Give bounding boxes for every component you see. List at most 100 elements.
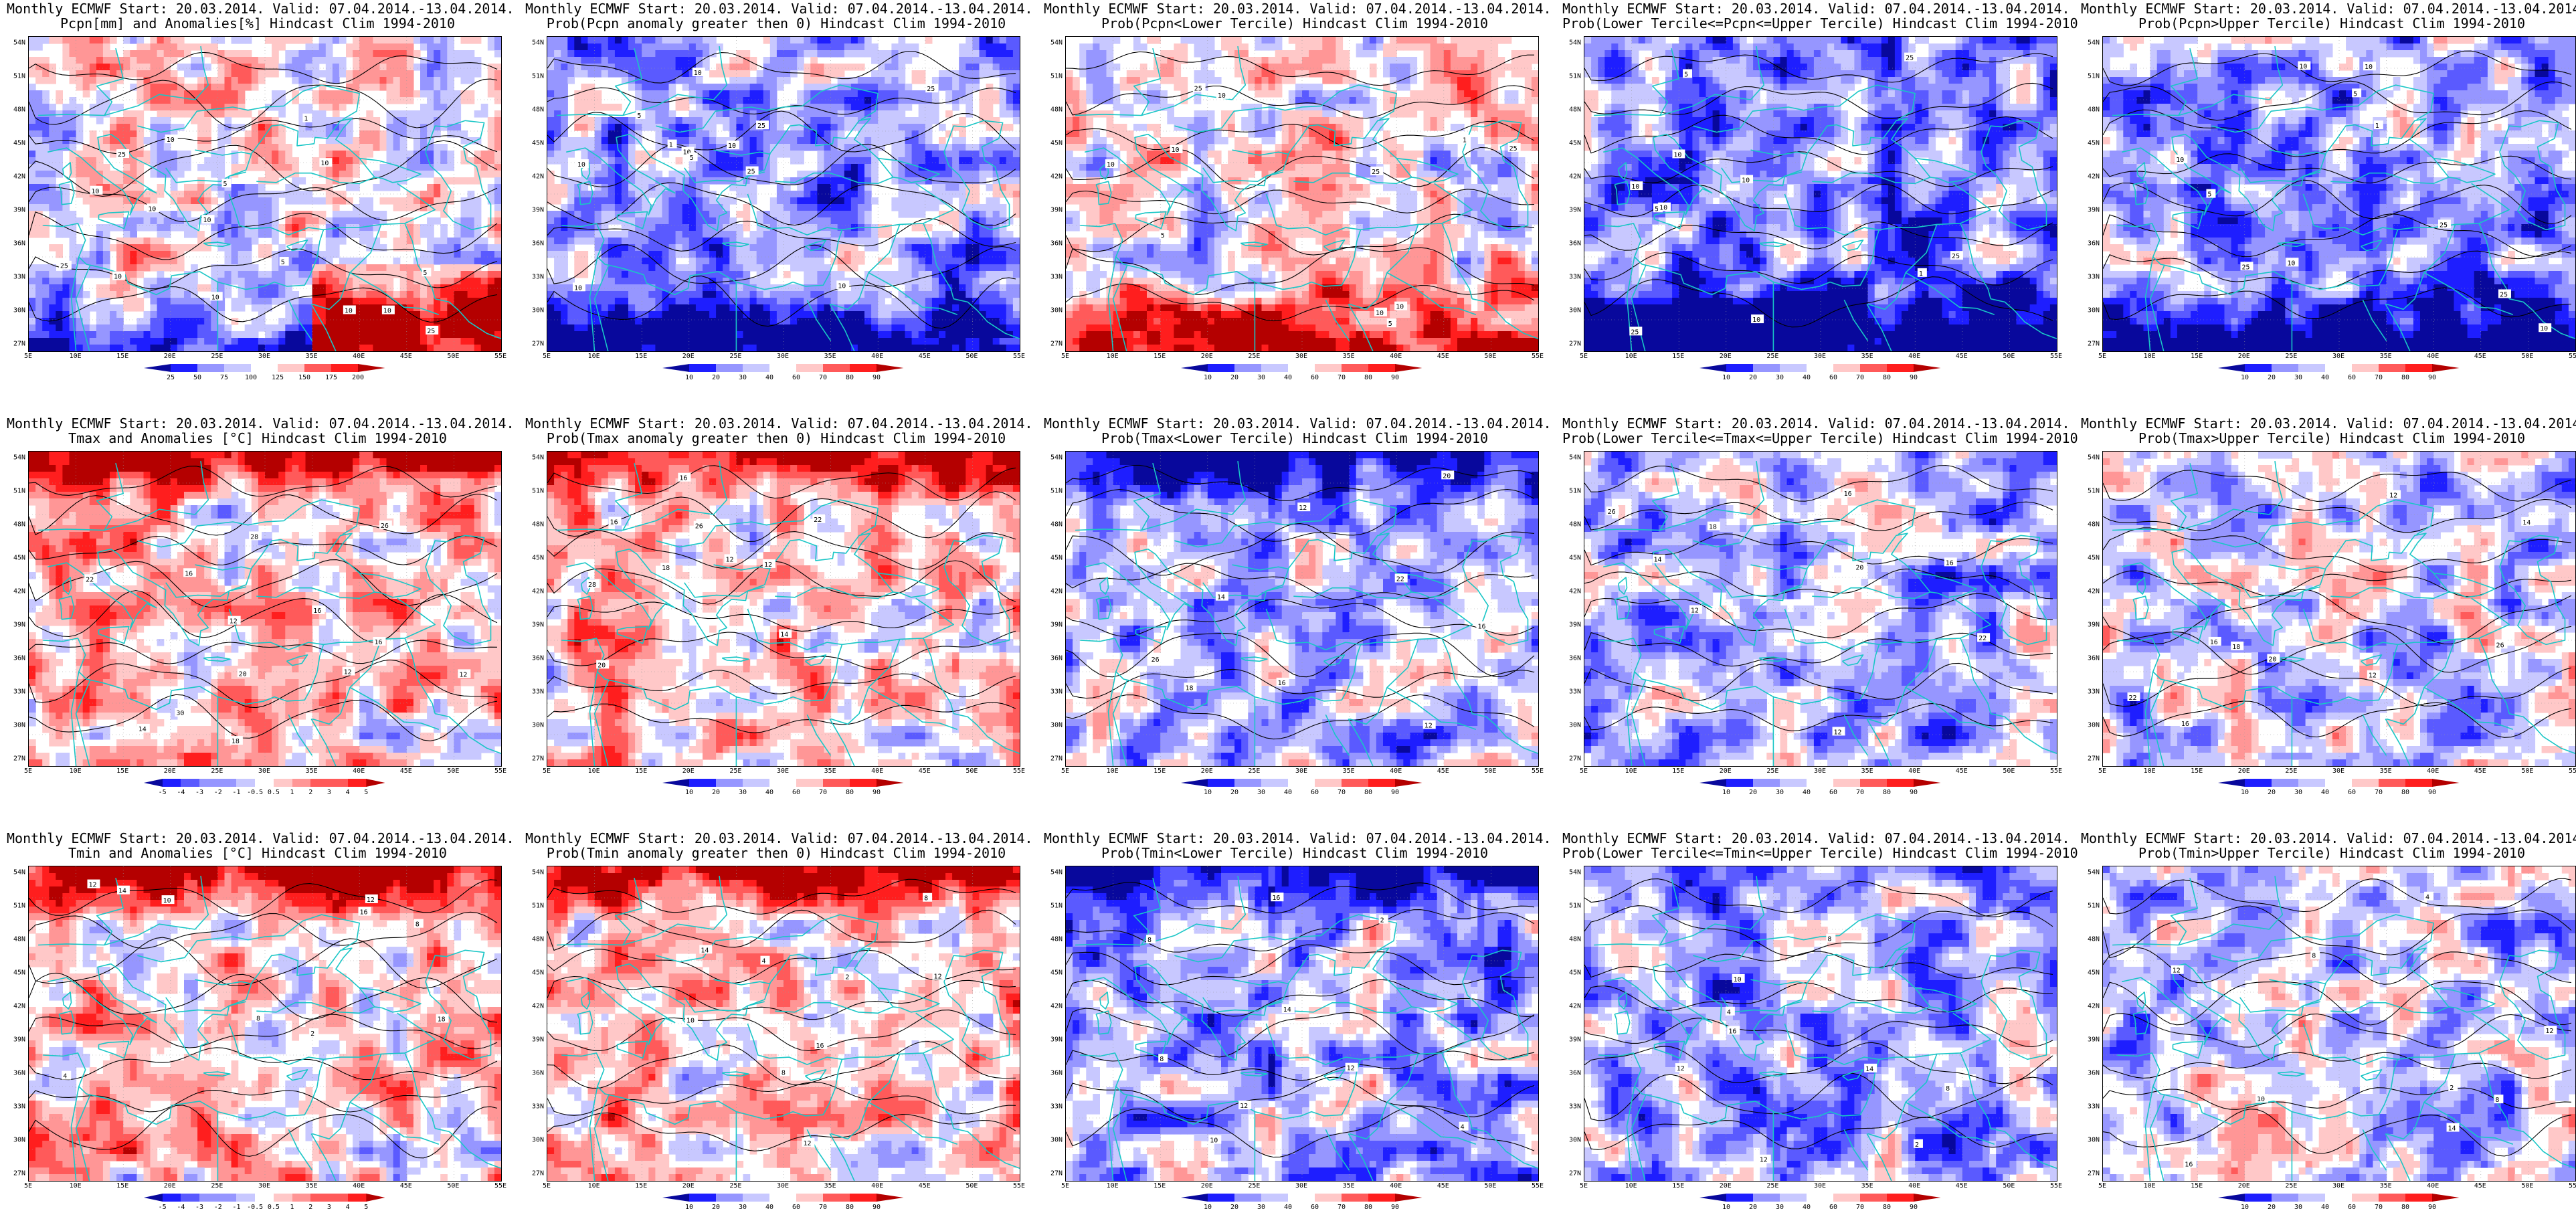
field-cell: [83, 318, 90, 325]
contour-label: 5: [281, 259, 285, 266]
field-cell: [757, 90, 764, 98]
field-cell: [831, 124, 838, 131]
field-cell: [191, 57, 198, 64]
field-cell: [608, 191, 616, 198]
field-cell: [474, 37, 482, 44]
field-cell: [864, 291, 872, 298]
field-cell: [265, 164, 272, 171]
field-cell: [35, 90, 43, 98]
field-cell: [130, 64, 137, 71]
field-cell: [777, 151, 784, 158]
field-cell: [581, 104, 588, 111]
field-cell: [380, 37, 387, 44]
field-cell: [298, 298, 306, 305]
field-cell: [763, 271, 771, 278]
field-cell: [278, 37, 286, 44]
field-cell: [750, 137, 757, 145]
field-cell: [326, 90, 333, 98]
field-cell: [238, 197, 246, 205]
field-cell: [817, 97, 824, 104]
field-cell: [959, 224, 966, 231]
field-cell: [312, 318, 320, 325]
field-cell: [494, 231, 501, 238]
field-cell: [770, 64, 777, 71]
field-cell: [285, 57, 292, 64]
field-cell: [574, 204, 581, 211]
field-cell: [993, 291, 1000, 298]
field-cell: [29, 184, 36, 191]
field-cell: [703, 291, 710, 298]
field-cell: [76, 43, 84, 51]
field-cell: [648, 70, 656, 78]
field-cell: [474, 64, 482, 71]
field-cell: [407, 318, 414, 325]
field-cell: [130, 298, 137, 305]
field-cell: [615, 238, 622, 245]
field-cell: [561, 271, 568, 278]
field-cell: [736, 84, 743, 91]
field-cell: [319, 97, 327, 104]
field-cell: [581, 238, 588, 245]
field-cell: [217, 110, 225, 118]
field-cell: [339, 90, 347, 98]
field-cell: [696, 171, 703, 178]
field-cell: [440, 90, 448, 98]
field-cell: [326, 224, 333, 231]
field-cell: [682, 124, 690, 131]
field-cell: [851, 97, 858, 104]
field-cell: [905, 117, 913, 124]
field-cell: [326, 244, 333, 252]
field-cell: [723, 217, 730, 225]
field-cell: [474, 331, 482, 339]
field-cell: [1006, 264, 1014, 272]
field-cell: [993, 43, 1000, 51]
field-cell: [326, 284, 333, 292]
field-cell: [272, 50, 279, 58]
field-cell: [298, 104, 306, 111]
field-cell: [481, 345, 488, 351]
field-cell: [454, 244, 461, 252]
field-cell: [353, 324, 360, 332]
field-cell: [373, 264, 380, 272]
field-cell: [245, 278, 252, 285]
field-cell: [676, 64, 683, 71]
field-cell: [655, 130, 662, 138]
field-cell: [245, 331, 252, 339]
field-cell: [393, 43, 401, 51]
field-cell: [359, 217, 367, 225]
field-cell: [899, 191, 906, 198]
field-cell: [891, 110, 899, 118]
field-cell: [339, 211, 347, 218]
field-cell: [750, 157, 757, 165]
field-cell: [440, 164, 448, 171]
field-cell: [810, 211, 818, 218]
field-cell: [980, 97, 987, 104]
field-cell: [151, 197, 158, 205]
field-cell: [757, 130, 764, 138]
colorbar-segment: [144, 364, 171, 372]
field-cell: [723, 157, 730, 165]
field-cell: [878, 130, 885, 138]
field-cell: [265, 37, 272, 44]
field-cell: [217, 64, 225, 71]
field-cell: [461, 345, 468, 351]
field-cell: [298, 124, 306, 131]
field-cell: [743, 264, 751, 272]
field-cell: [359, 124, 367, 131]
field-cell: [420, 291, 428, 298]
field-cell: [844, 264, 852, 272]
field-cell: [413, 64, 421, 71]
field-cell: [366, 264, 373, 272]
field-cell: [204, 144, 211, 151]
field-cell: [434, 151, 441, 158]
field-cell: [326, 144, 333, 151]
field-cell: [797, 251, 804, 258]
field-cell: [622, 197, 629, 205]
field-cell: [373, 130, 380, 138]
field-cell: [278, 137, 286, 145]
field-cell: [972, 271, 980, 278]
field-cell: [420, 77, 428, 84]
field-cell: [676, 37, 683, 44]
field-cell: [655, 64, 662, 71]
field-cell: [258, 304, 266, 312]
